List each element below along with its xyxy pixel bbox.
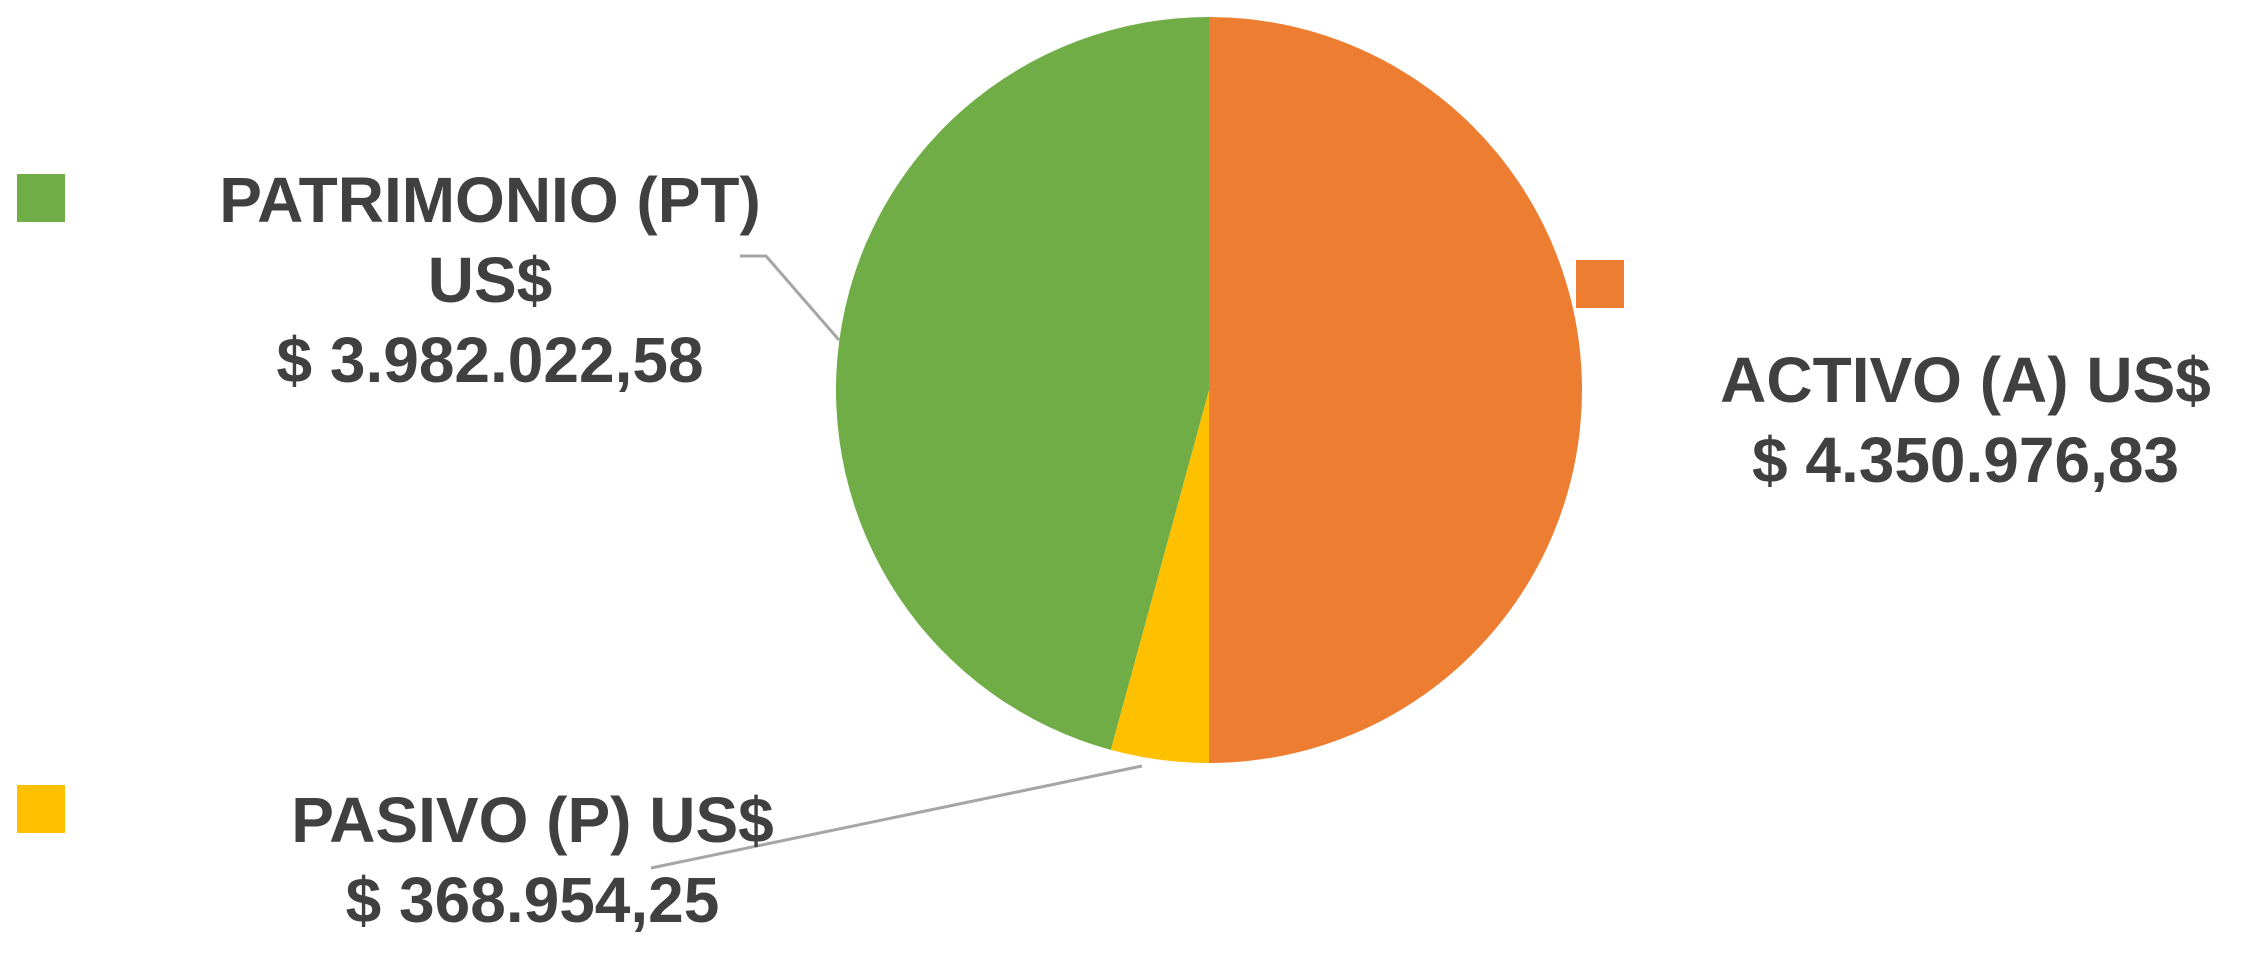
category-label: PASIVO (P) US$: [291, 784, 774, 856]
leader-line: [650, 764, 1143, 870]
legend-swatch: [17, 785, 65, 833]
category-label: ACTIVO (A) US$: [1720, 344, 2211, 416]
category-label: PATRIMONIO (PT) US$: [219, 164, 761, 316]
pie-slice: [1209, 17, 1582, 763]
value-label: $ 3.982.022,58: [276, 324, 704, 396]
legend-swatch: [17, 174, 65, 222]
data-label: ACTIVO (A) US$ $ 4.350.976,83: [1664, 340, 2267, 500]
pie-slice: [836, 16, 1209, 750]
value-label: $ 368.954,25: [345, 864, 720, 936]
value-label: $ 4.350.976,83: [1751, 424, 2180, 496]
data-label: PATRIMONIO (PT) US$ $ 3.982.022,58: [150, 160, 830, 400]
data-label: PASIVO (P) US$ $ 368.954,25: [160, 780, 905, 940]
pie-slice: [1110, 390, 1209, 763]
leader-line: [740, 254, 841, 341]
legend-swatch: [1576, 260, 1624, 308]
